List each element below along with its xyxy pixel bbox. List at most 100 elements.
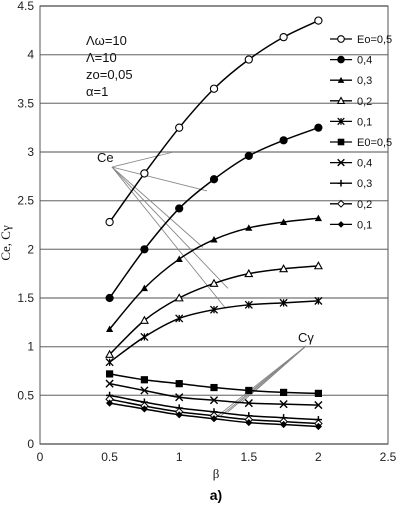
- legend-entry: 0,1: [330, 219, 372, 231]
- y-tick-label: 3: [27, 145, 34, 159]
- data-point: [140, 332, 149, 341]
- data-point: [175, 380, 183, 388]
- legend-marker: [337, 117, 345, 126]
- series-2: [106, 214, 322, 333]
- data-point: [209, 396, 219, 405]
- data-point: [210, 415, 218, 423]
- data-point: [175, 255, 183, 262]
- ce-leader-line: [111, 166, 229, 289]
- data-point: [314, 16, 323, 25]
- plot-border: [39, 5, 389, 445]
- data-point: [280, 218, 288, 225]
- x-tick-label: 1.5: [240, 450, 257, 464]
- legend: Eo=0,5 0,4 0,3 0,2 0,1 E0=0,5 0,4 0,3 0,2 0,1: [330, 34, 392, 231]
- legend-marker: [337, 221, 345, 228]
- data-point: [314, 389, 322, 397]
- series-5: [106, 370, 322, 397]
- y-tick-label: 2: [27, 242, 34, 256]
- y-tick-label: 4: [27, 48, 34, 62]
- param-alpha: α=1: [86, 84, 108, 99]
- data-point: [175, 314, 184, 323]
- data-point: [314, 296, 323, 305]
- data-point: [140, 245, 149, 254]
- legend-label: 0,1: [357, 116, 372, 128]
- data-point: [140, 284, 148, 292]
- data-point: [314, 123, 323, 132]
- series-group: [105, 16, 323, 431]
- legend-entry: 0,4: [330, 55, 372, 67]
- legend-entry: 0,2: [330, 199, 372, 211]
- data-point: [244, 55, 253, 64]
- data-point: [175, 411, 183, 419]
- data-point: [140, 405, 148, 413]
- data-point: [105, 349, 115, 358]
- legend-entry: 0,1: [330, 116, 372, 128]
- label-leader-lines: [111, 151, 307, 420]
- data-point: [244, 300, 253, 309]
- data-point: [174, 293, 184, 302]
- data-point: [105, 217, 114, 227]
- data-point: [106, 370, 114, 378]
- ce-leader-line: [111, 151, 174, 168]
- x-axis-label: β: [213, 466, 220, 481]
- legend-marker: [337, 179, 345, 187]
- series-line: [108, 19, 319, 223]
- legend-marker: [337, 76, 345, 83]
- data-point: [279, 32, 288, 42]
- data-point: [245, 386, 253, 395]
- data-point: [244, 268, 254, 278]
- param-zo: zo=0,05: [86, 67, 133, 82]
- legend-marker: [337, 55, 345, 64]
- data-point: [279, 264, 289, 273]
- series-line: [108, 126, 319, 299]
- ce-leader-line: [111, 166, 226, 309]
- data-point: [105, 379, 114, 388]
- legend-marker: [337, 35, 345, 43]
- data-point: [209, 305, 219, 314]
- data-point: [139, 315, 149, 324]
- data-point: [209, 278, 219, 287]
- legend-entry: 0,4: [330, 158, 372, 170]
- data-point: [314, 400, 323, 410]
- data-point: [245, 224, 253, 231]
- data-point: [314, 422, 322, 431]
- legend-entry: 0,2: [330, 96, 372, 108]
- data-point: [140, 376, 148, 384]
- param-lambda-omega: Λω=10: [86, 33, 127, 48]
- data-point: [279, 399, 288, 409]
- data-point: [244, 399, 253, 408]
- y-tick-label: 0: [27, 437, 34, 451]
- y-tick-label: 4.5: [17, 0, 34, 13]
- y-axis-label: Ce, Cγ: [0, 225, 13, 261]
- legend-entry: E0=0,5: [330, 137, 392, 149]
- legend-entry: 0,3: [330, 178, 372, 190]
- legend-label: Eo=0,5: [357, 34, 392, 46]
- y-tick-label: 2.5: [17, 194, 34, 208]
- data-point: [105, 358, 114, 367]
- data-point: [140, 386, 149, 395]
- legend-label: 0,4: [357, 55, 372, 67]
- data-point: [313, 261, 323, 270]
- data-point: [209, 84, 219, 93]
- data-point: [140, 169, 149, 178]
- data-point: [175, 393, 184, 402]
- legend-marker: [336, 199, 346, 208]
- data-point: [280, 388, 288, 397]
- legend-label: 0,4: [357, 158, 372, 170]
- data-point: [210, 383, 218, 392]
- series-3: [105, 261, 323, 358]
- x-tick-label: 2.5: [380, 450, 397, 464]
- y-tick-label: 0.5: [17, 388, 34, 402]
- x-tick-label: 2: [315, 450, 322, 464]
- data-point: [106, 325, 114, 333]
- y-tick-label: 1: [27, 340, 34, 354]
- data-point: [279, 136, 288, 145]
- series-9: [106, 399, 322, 431]
- data-point: [244, 151, 253, 160]
- data-point: [175, 204, 184, 213]
- series-4: [105, 296, 323, 367]
- legend-label: 0,1: [357, 219, 372, 231]
- data-point: [106, 399, 114, 407]
- data-point: [175, 123, 184, 132]
